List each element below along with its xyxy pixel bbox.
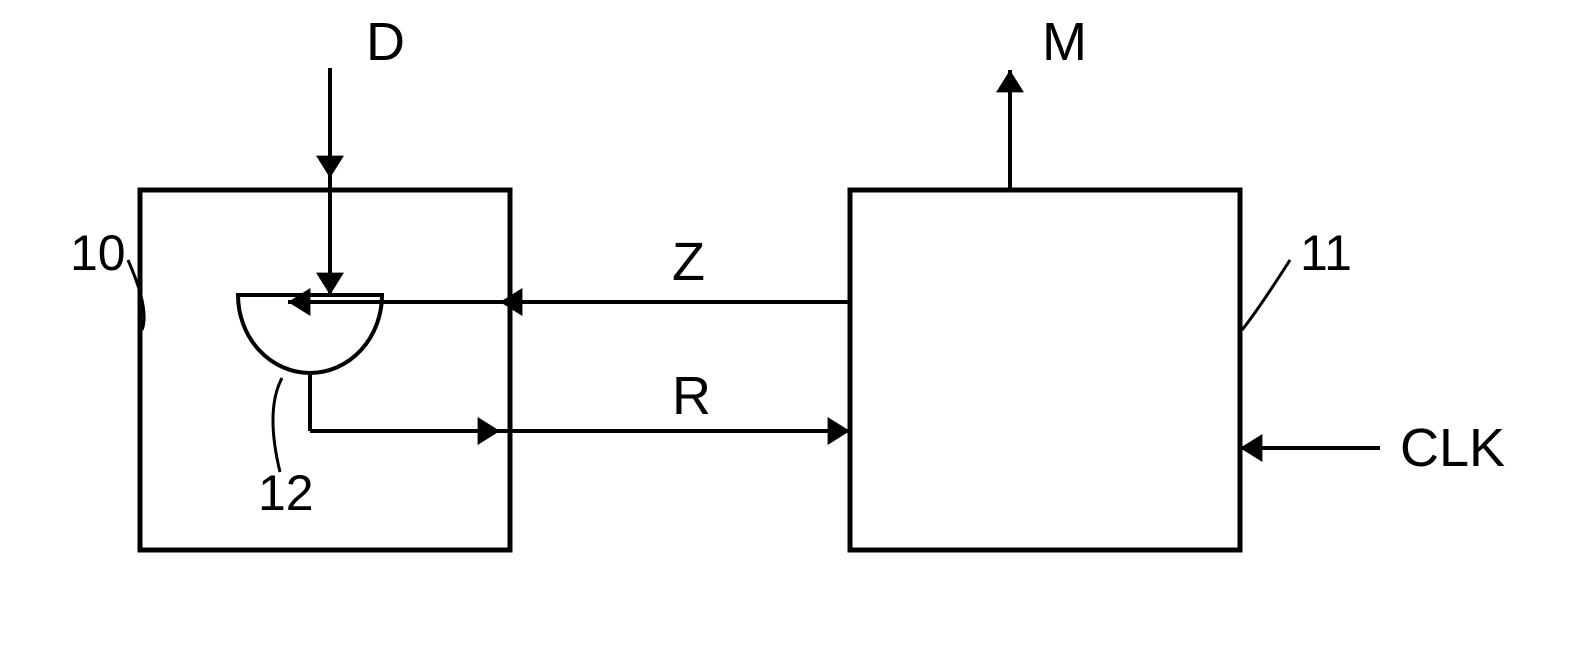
arrowhead	[828, 417, 850, 445]
leader-12	[273, 378, 282, 472]
label-r: R	[672, 366, 711, 426]
label-m: M	[1042, 12, 1087, 72]
arrowhead	[288, 288, 310, 316]
label-z: Z	[672, 232, 705, 292]
label-d: D	[366, 12, 405, 72]
leader-11	[1242, 260, 1290, 330]
arrowhead	[478, 417, 500, 445]
arrowhead	[1240, 434, 1262, 462]
label-clk: CLK	[1400, 418, 1505, 478]
arrowhead	[996, 70, 1024, 92]
ref-12: 12	[258, 465, 314, 521]
ref-10: 10	[70, 225, 126, 281]
arrowhead	[316, 156, 344, 178]
block-11	[850, 190, 1240, 550]
arrowhead	[316, 273, 344, 295]
ref-11: 11	[1300, 225, 1352, 281]
